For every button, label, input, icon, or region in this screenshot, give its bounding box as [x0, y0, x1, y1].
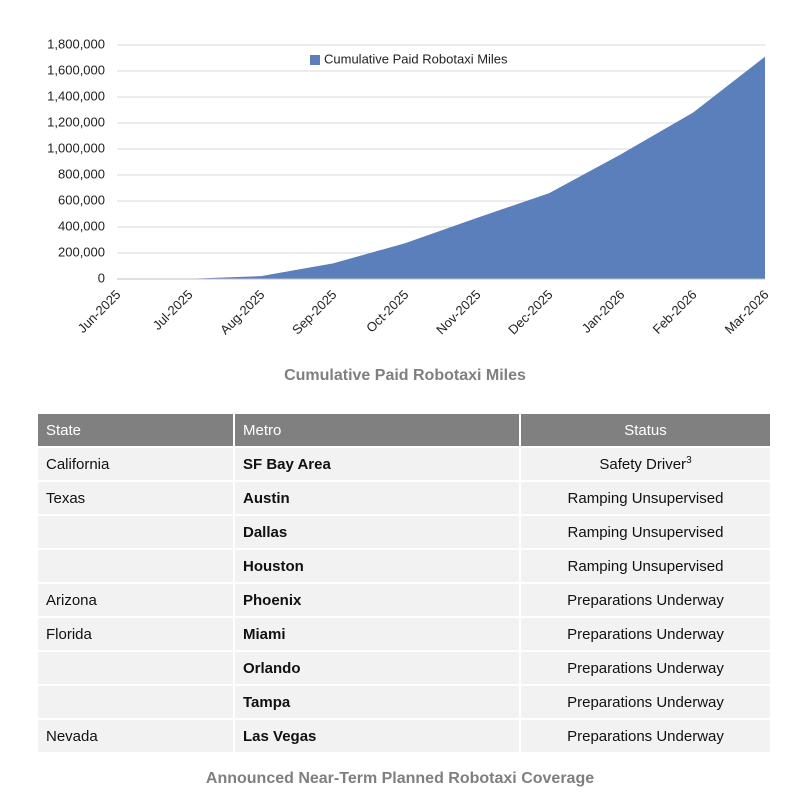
column-header: Status — [520, 414, 772, 447]
x-tick-label: Jan-2026 — [579, 287, 628, 336]
footnote-mark: 3 — [686, 455, 692, 466]
metro-cell: Las Vegas — [234, 718, 521, 754]
column-header: State — [38, 414, 235, 447]
x-tick-label: Feb-2026 — [650, 287, 700, 337]
status-cell: Ramping Unsupervised — [520, 548, 772, 584]
table-row: California SF Bay Area Safety Driver3 — [38, 446, 772, 482]
coverage-table: State Metro Status California SF Bay Area Saf… — [38, 414, 772, 754]
metro-cell: Tampa — [234, 684, 521, 720]
y-tick-label: 800,000 — [58, 166, 105, 181]
status-text: Preparations Underway — [567, 693, 724, 711]
x-tick-label: Oct-2025 — [363, 287, 411, 335]
state-cell: Arizona — [38, 582, 235, 618]
state-cell: Florida — [38, 616, 235, 652]
header-row: State Metro Status — [38, 414, 772, 447]
column-header: Metro — [234, 414, 521, 447]
state-cell — [38, 514, 235, 550]
chart-title: Cumulative Paid Robotaxi Miles — [284, 367, 526, 384]
x-tick-label: Aug-2025 — [217, 287, 267, 337]
x-tick-label: Mar-2026 — [722, 287, 772, 337]
status-text: Ramping Unsupervised — [567, 489, 724, 507]
y-tick-label: 200,000 — [58, 244, 105, 259]
status-text: Safety Driver — [599, 456, 687, 473]
table-row: Texas Austin Ramping Unsupervised — [38, 480, 772, 516]
chart: Cumulative Paid Robotaxi Miles 0 200,000 4… — [47, 36, 772, 384]
state-cell: California — [38, 446, 235, 482]
area — [117, 56, 765, 280]
status-cell: Safety Driver3 — [520, 446, 772, 482]
x-tick-label: Dec-2025 — [505, 287, 555, 337]
state-cell — [38, 684, 235, 720]
metro-cell: Miami — [234, 616, 521, 652]
table-row: Orlando Preparations Underway — [38, 650, 772, 686]
y-tick-label: 1,600,000 — [47, 62, 105, 77]
status-cell: Ramping Unsupervised — [520, 514, 772, 550]
metro-cell: Austin — [234, 480, 521, 516]
status-text: Preparations Underway — [567, 727, 724, 745]
status-cell: Preparations Underway — [520, 616, 772, 652]
metro-cell: Orlando — [234, 650, 521, 686]
y-tick-label: 1,800,000 — [47, 36, 105, 51]
legend-swatch — [310, 55, 320, 65]
table-row: Houston Ramping Unsupervised — [38, 548, 772, 584]
y-tick-label: 1,400,000 — [47, 88, 105, 103]
status-text: Preparations Underway — [567, 625, 724, 643]
x-tick-label: Nov-2025 — [433, 287, 483, 337]
status-cell: Preparations Underway — [520, 718, 772, 754]
table-row: Tampa Preparations Underway — [38, 684, 772, 720]
status-text: Preparations Underway — [567, 659, 724, 677]
metro-cell: SF Bay Area — [234, 446, 521, 482]
table-row: Arizona Phoenix Preparations Underway — [38, 582, 772, 618]
state-cell: Texas — [38, 480, 235, 516]
table-row: Dallas Ramping Unsupervised — [38, 514, 772, 550]
state-cell — [38, 548, 235, 584]
y-tick-label: 400,000 — [58, 218, 105, 233]
status-text: Preparations Underway — [567, 591, 724, 609]
legend-label: Cumulative Paid Robotaxi Miles — [324, 51, 508, 66]
y-tick-label: 0 — [98, 270, 105, 285]
metro-cell: Phoenix — [234, 582, 521, 618]
y-tick-label: 600,000 — [58, 192, 105, 207]
x-tick-label: Sep-2025 — [289, 287, 339, 337]
table-row: Florida Miami Preparations Underway — [38, 616, 772, 652]
table-row: Nevada Las Vegas Preparations Underway — [38, 718, 772, 754]
state-cell: Nevada — [38, 718, 235, 754]
status-cell: Preparations Underway — [520, 650, 772, 686]
status-text: Ramping Unsupervised — [567, 523, 724, 541]
metro-cell: Dallas — [234, 514, 521, 550]
status-cell: Preparations Underway — [520, 684, 772, 720]
table-caption: Announced Near-Term Planned Robotaxi Cov… — [205, 770, 595, 787]
state-cell — [38, 650, 235, 686]
y-tick-label: 1,000,000 — [47, 140, 105, 155]
metro-cell: Houston — [234, 548, 521, 584]
y-tick-label: 1,200,000 — [47, 114, 105, 129]
x-tick-label: Jul-2025 — [150, 287, 196, 333]
status-cell: Preparations Underway — [520, 582, 772, 618]
status-text: Ramping Unsupervised — [567, 557, 724, 575]
status-cell: Ramping Unsupervised — [520, 480, 772, 516]
x-tick-label: Jun-2025 — [75, 287, 124, 336]
